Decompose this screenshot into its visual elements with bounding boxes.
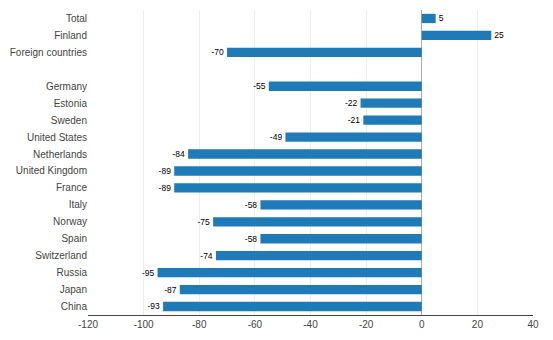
svg-text:Germany: Germany: [46, 81, 87, 92]
svg-text:United States: United States: [27, 132, 87, 143]
svg-text:Finland: Finland: [54, 30, 87, 41]
svg-text:Estonia: Estonia: [54, 98, 88, 109]
svg-text:-70: -70: [211, 47, 224, 57]
svg-text:United Kingdom: United Kingdom: [16, 165, 87, 176]
svg-text:Japan: Japan: [60, 284, 87, 295]
svg-text:Total: Total: [66, 13, 87, 24]
svg-text:-89: -89: [159, 183, 172, 193]
svg-text:-89: -89: [159, 166, 172, 176]
svg-text:-49: -49: [270, 132, 283, 142]
svg-text:5: 5: [439, 13, 444, 23]
svg-text:Foreign countries: Foreign countries: [10, 47, 87, 58]
svg-text:-74: -74: [200, 251, 213, 261]
svg-text:-20: -20: [359, 319, 374, 330]
svg-text:-55: -55: [253, 81, 266, 91]
svg-text:-75: -75: [198, 217, 211, 227]
svg-text:20: 20: [472, 319, 484, 330]
svg-text:-60: -60: [248, 319, 263, 330]
svg-text:Spain: Spain: [61, 233, 87, 244]
svg-text:-120: -120: [78, 319, 98, 330]
svg-text:Netherlands: Netherlands: [33, 149, 87, 160]
svg-text:Sweden: Sweden: [51, 115, 87, 126]
svg-text:-40: -40: [303, 319, 318, 330]
svg-text:Russia: Russia: [56, 267, 87, 278]
svg-text:France: France: [56, 182, 88, 193]
svg-text:40: 40: [527, 319, 539, 330]
svg-text:-58: -58: [245, 200, 258, 210]
svg-text:China: China: [61, 301, 88, 312]
svg-text:-100: -100: [134, 319, 154, 330]
svg-text:-93: -93: [147, 301, 160, 311]
svg-text:-22: -22: [345, 98, 358, 108]
svg-text:-84: -84: [173, 149, 186, 159]
svg-text:-21: -21: [348, 115, 361, 125]
svg-text:Norway: Norway: [53, 216, 87, 227]
svg-text:-58: -58: [245, 234, 258, 244]
svg-text:-80: -80: [192, 319, 207, 330]
svg-text:0: 0: [419, 319, 425, 330]
svg-text:Switzerland: Switzerland: [35, 250, 87, 261]
svg-text:-95: -95: [142, 268, 155, 278]
svg-text:25: 25: [494, 30, 504, 40]
svg-text:-87: -87: [164, 285, 177, 295]
svg-text:Italy: Italy: [69, 199, 87, 210]
